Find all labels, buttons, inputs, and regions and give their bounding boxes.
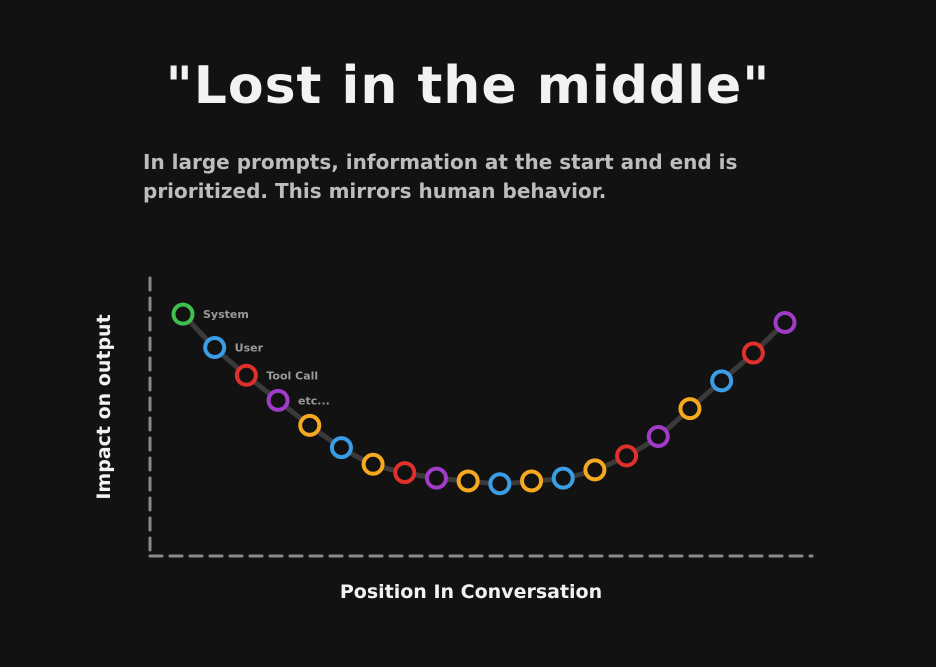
- data-point-11: [488, 472, 512, 496]
- data-point-15: [615, 444, 639, 468]
- data-point-10: [456, 469, 480, 493]
- data-point-3: [234, 363, 258, 387]
- point-label-4: etc...: [298, 394, 330, 407]
- data-point-1: [171, 302, 195, 326]
- x-axis-label: Position In Conversation: [340, 581, 602, 603]
- data-point-4: [266, 388, 290, 412]
- data-point-17: [678, 397, 702, 421]
- point-labels: System User Tool Call etc...: [203, 308, 330, 407]
- data-point-7: [361, 452, 385, 476]
- data-point-9: [424, 466, 448, 490]
- data-point-6: [329, 436, 353, 460]
- data-point-13: [551, 466, 575, 490]
- data-point-16: [646, 424, 670, 448]
- data-point-2: [203, 336, 227, 359]
- data-point-18: [710, 369, 734, 393]
- point-label-2: User: [235, 342, 264, 355]
- page-subtitle: In large prompts, information at the sta…: [143, 150, 738, 203]
- page-title: "Lost in the middle": [165, 56, 771, 116]
- y-axis-label: Impact on output: [93, 314, 115, 499]
- data-point-8: [393, 461, 417, 485]
- data-point-14: [583, 458, 607, 482]
- axes: [148, 276, 814, 558]
- point-label-3: Tool Call: [266, 369, 318, 382]
- data-point-20: [773, 310, 797, 334]
- data-point-19: [741, 341, 765, 365]
- data-point-12: [520, 469, 544, 493]
- data-points: [171, 302, 797, 496]
- point-label-1: System: [203, 308, 249, 321]
- data-point-5: [298, 413, 322, 437]
